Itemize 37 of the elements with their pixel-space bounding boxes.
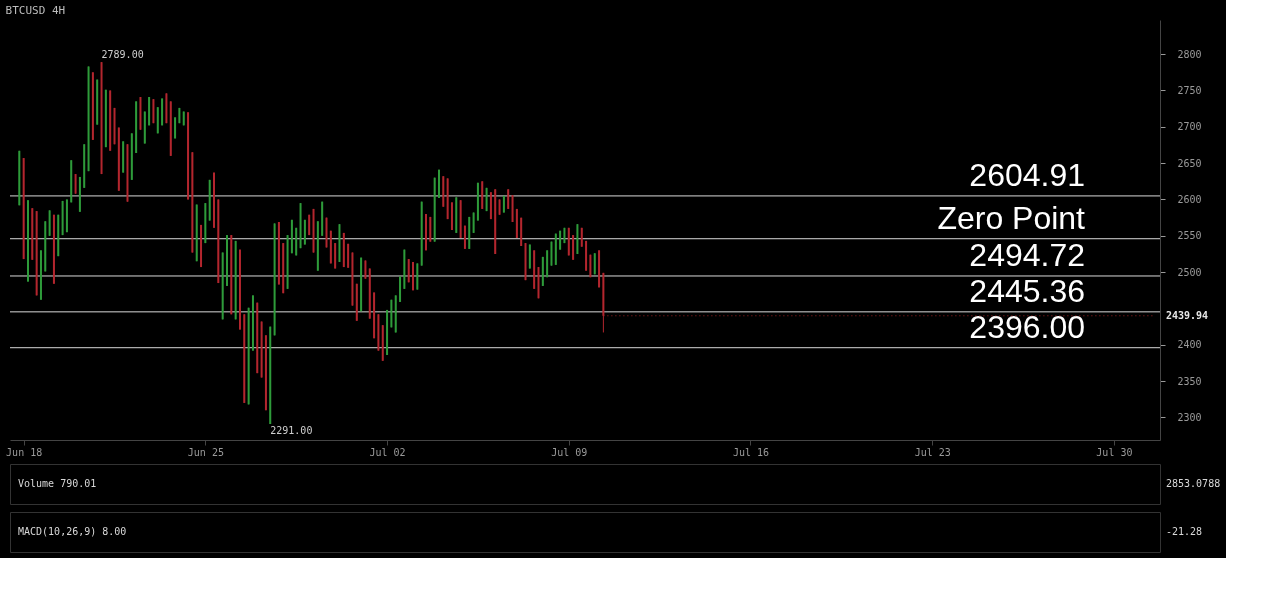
x-tick-label: Jul 02 xyxy=(369,446,406,458)
y-tick-label: 2600 xyxy=(1177,193,1202,205)
y-tick-label: 2750 xyxy=(1177,84,1202,96)
x-tick-label: Jul 23 xyxy=(914,446,951,458)
candlestick xyxy=(425,213,428,251)
y-tick-label: 2650 xyxy=(1177,157,1202,169)
y-tick-label: 2400 xyxy=(1177,339,1202,351)
candlestick xyxy=(225,234,228,287)
x-tick-label: Jul 09 xyxy=(551,446,588,458)
y-tick-label: 2500 xyxy=(1177,266,1202,278)
ref-line-label: 2445.36 xyxy=(969,272,1085,309)
candlestick xyxy=(26,199,29,283)
x-tick-label: Jul 16 xyxy=(732,446,770,458)
annotation: 2291.00 xyxy=(270,425,313,437)
y-tick-label: 2700 xyxy=(1177,121,1202,133)
candlestick xyxy=(213,172,216,229)
x-tick-label: Jun 18 xyxy=(6,446,43,458)
y-tick-label: 2350 xyxy=(1177,375,1202,387)
text: -21.28 xyxy=(1166,526,1203,537)
ref-line-label: Zero Point xyxy=(937,199,1086,236)
candlestick xyxy=(437,169,440,199)
candlestick xyxy=(74,173,77,195)
ref-line-label: 2494.72 xyxy=(969,236,1085,273)
y-tick-label: 2550 xyxy=(1177,230,1202,242)
ref-line-label: 2604.91 xyxy=(969,156,1085,193)
y-tick-label: 2300 xyxy=(1177,411,1202,423)
text: Volume 790.01 xyxy=(18,478,97,489)
y-tick-label: 2800 xyxy=(1177,48,1202,60)
candlestick xyxy=(507,188,510,210)
x-tick-label: Jun 25 xyxy=(187,446,224,458)
text: MACD(10,26,9) 8.00 xyxy=(18,526,127,537)
chart-title: BTCUSD 4H xyxy=(5,4,66,17)
annotation: 2789.00 xyxy=(101,49,144,61)
ref-line-label: 2396.00 xyxy=(969,308,1085,345)
text: 2853.0788 xyxy=(1166,478,1221,489)
ref-line-label: 2439.94 xyxy=(1166,309,1209,321)
x-tick-label: Jul 30 xyxy=(1096,446,1133,458)
